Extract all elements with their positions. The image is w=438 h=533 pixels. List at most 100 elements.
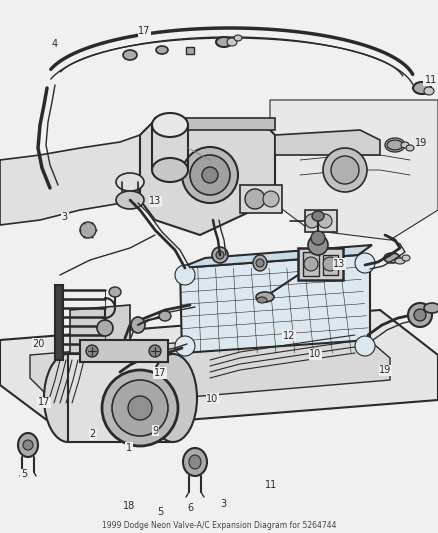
Ellipse shape [102,370,178,446]
Text: 3: 3 [62,213,68,222]
Polygon shape [140,120,275,235]
Ellipse shape [305,214,319,228]
Ellipse shape [97,320,113,336]
Text: 13: 13 [333,259,346,269]
Ellipse shape [414,309,426,321]
Ellipse shape [355,253,375,273]
Bar [323,255,338,275]
Ellipse shape [331,156,359,184]
Text: 10: 10 [309,350,321,359]
Text: 19: 19 [415,138,427,148]
Polygon shape [70,305,130,435]
Ellipse shape [131,317,145,333]
Ellipse shape [116,173,144,191]
Ellipse shape [323,257,337,271]
Ellipse shape [159,311,171,321]
Text: 2: 2 [90,430,96,439]
Ellipse shape [175,336,195,356]
Text: 17: 17 [38,398,50,407]
Ellipse shape [402,255,410,261]
Polygon shape [270,100,438,240]
Ellipse shape [323,148,367,192]
Ellipse shape [408,303,432,327]
Text: 18: 18 [123,502,135,511]
Polygon shape [275,130,380,155]
Ellipse shape [263,191,279,207]
Ellipse shape [216,251,224,259]
Bar [298,248,343,280]
Ellipse shape [123,50,137,60]
Ellipse shape [182,147,238,203]
Text: 1999 Dodge Neon Valve-A/C Expansion Diagram for 5264744: 1999 Dodge Neon Valve-A/C Expansion Diag… [102,521,336,529]
Ellipse shape [413,82,431,94]
Polygon shape [0,310,438,430]
Ellipse shape [23,440,33,450]
Text: 3: 3 [220,499,226,508]
Text: 11: 11 [425,75,437,85]
Bar [240,185,282,213]
Ellipse shape [384,253,400,263]
Ellipse shape [80,222,96,238]
Ellipse shape [234,35,242,41]
Text: 19: 19 [379,366,392,375]
Ellipse shape [189,455,201,469]
Ellipse shape [424,87,434,95]
Text: 17: 17 [138,26,151,36]
Ellipse shape [175,265,195,285]
Bar [80,340,168,362]
Bar [305,210,337,232]
Ellipse shape [406,145,414,151]
Ellipse shape [308,235,328,255]
Ellipse shape [18,433,38,457]
Bar [155,118,275,130]
Ellipse shape [112,380,168,436]
Ellipse shape [149,354,197,442]
Ellipse shape [116,191,144,209]
Polygon shape [30,328,390,408]
Bar [68,354,173,442]
Text: 4: 4 [52,39,58,49]
Ellipse shape [86,345,98,357]
Text: 17: 17 [154,368,166,378]
Ellipse shape [190,155,230,195]
Text: 10: 10 [206,394,219,403]
Text: 11: 11 [265,480,278,490]
Ellipse shape [256,292,274,302]
Ellipse shape [304,257,318,271]
Ellipse shape [128,396,152,420]
Ellipse shape [152,113,188,137]
Text: 13: 13 [149,197,162,206]
Ellipse shape [149,345,161,357]
Ellipse shape [202,167,218,183]
Text: 1: 1 [126,443,132,453]
Ellipse shape [355,336,375,356]
Ellipse shape [183,448,207,476]
Ellipse shape [311,231,325,245]
Ellipse shape [424,303,438,313]
Ellipse shape [312,211,324,221]
Polygon shape [0,135,140,225]
Ellipse shape [216,37,232,47]
Ellipse shape [401,142,409,148]
Text: 5: 5 [157,507,163,516]
Bar [55,285,63,360]
Ellipse shape [152,158,188,182]
Text: 5: 5 [21,470,27,479]
Ellipse shape [387,140,403,150]
Bar [186,47,194,54]
Text: 9: 9 [152,426,159,435]
Text: 12: 12 [283,331,295,341]
Polygon shape [180,245,372,268]
Ellipse shape [253,255,267,271]
Ellipse shape [395,258,405,264]
Ellipse shape [227,38,237,46]
Text: 20: 20 [32,339,45,349]
Ellipse shape [257,297,267,303]
Ellipse shape [318,214,332,228]
Ellipse shape [44,354,92,442]
Text: 6: 6 [187,503,194,513]
Ellipse shape [212,247,228,263]
Ellipse shape [256,259,264,267]
Ellipse shape [245,189,265,209]
Ellipse shape [109,287,121,297]
